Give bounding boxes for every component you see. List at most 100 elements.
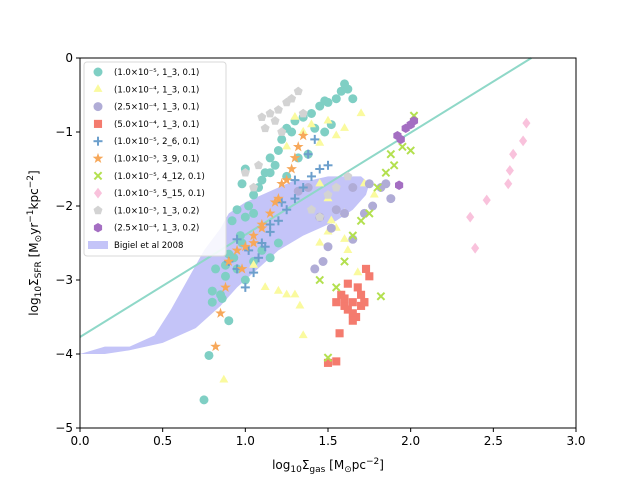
- data-point: [348, 183, 358, 192]
- data-point: [249, 260, 259, 268]
- data-point: [343, 245, 353, 253]
- data-point: [323, 353, 333, 363]
- legend-marker: [93, 102, 103, 112]
- data-point: [254, 160, 264, 170]
- x-tick-label: 2.0: [401, 434, 420, 448]
- legend-marker: [93, 67, 103, 77]
- data-point: [240, 275, 250, 285]
- data-point: [343, 279, 352, 288]
- data-point: [240, 212, 250, 222]
- data-point: [244, 201, 254, 211]
- data-point: [264, 207, 276, 218]
- data-point: [323, 160, 333, 170]
- data-point: [273, 238, 283, 248]
- data-point: [306, 204, 316, 214]
- data-point: [290, 289, 300, 298]
- data-point: [381, 168, 391, 178]
- data-point: [389, 160, 399, 170]
- data-point: [236, 263, 248, 274]
- data-point: [207, 286, 217, 296]
- data-point: [331, 205, 341, 215]
- data-point: [231, 244, 243, 255]
- legend-entries: (1.0×10⁻⁵, 1_3, 0.1) (1.0×10⁻⁴, 1_3, 0.1)…: [88, 67, 205, 251]
- data-point: [227, 216, 237, 226]
- data-point: [277, 134, 287, 144]
- y-ticks: 0 −1 −2 −3 −4 −5: [55, 51, 80, 435]
- series-5: [210, 130, 309, 352]
- data-point: [315, 164, 325, 174]
- legend: (1.0×10⁻⁵, 1_3, 0.1) (1.0×10⁻⁴, 1_3, 0.1)…: [83, 61, 227, 257]
- data-point: [505, 165, 514, 176]
- data-point: [509, 148, 518, 160]
- data-point: [256, 222, 268, 233]
- y-tick-label: −3: [55, 273, 73, 287]
- legend-marker: [93, 205, 103, 215]
- data-point: [220, 271, 230, 281]
- series-4: [224, 134, 333, 292]
- data-point: [303, 149, 313, 159]
- data-point: [260, 123, 270, 133]
- data-point: [357, 290, 366, 299]
- legend-marker: [93, 222, 103, 233]
- data-point: [273, 216, 283, 226]
- data-point: [504, 178, 513, 190]
- data-point: [257, 112, 267, 122]
- data-point: [298, 108, 308, 118]
- data-point: [224, 249, 234, 259]
- data-point: [249, 208, 259, 218]
- data-point: [273, 146, 283, 155]
- data-point: [249, 182, 259, 192]
- data-point: [315, 237, 325, 246]
- data-point: [270, 116, 280, 125]
- data-point: [249, 268, 259, 278]
- y-tick-label: −1: [55, 125, 73, 139]
- data-point: [293, 186, 303, 196]
- data-point: [519, 135, 528, 147]
- data-point: [249, 190, 259, 200]
- data-point: [348, 298, 357, 307]
- data-point: [323, 358, 333, 367]
- data-point: [257, 245, 267, 255]
- data-point: [336, 86, 346, 96]
- data-point: [287, 93, 297, 103]
- legend-label: (2.5×10⁻⁴, 1_3, 0.1): [114, 103, 199, 113]
- data-point: [282, 289, 292, 298]
- data-point: [306, 171, 316, 181]
- data-point: [340, 294, 349, 303]
- legend-marker: [93, 171, 103, 181]
- data-point: [315, 137, 325, 146]
- data-point: [211, 264, 221, 274]
- legend-label: (1.0×10⁻⁵, 4_12, 0.1): [114, 172, 205, 182]
- data-point: [290, 175, 300, 185]
- data-point: [356, 216, 366, 226]
- data-point: [277, 127, 287, 136]
- data-point: [244, 245, 254, 255]
- x-tick-label: 2.5: [484, 434, 503, 448]
- data-point: [207, 297, 217, 307]
- fit-line: [79, 57, 532, 338]
- data-point: [348, 231, 358, 240]
- legend-box: [83, 61, 227, 257]
- data-point: [369, 189, 379, 198]
- data-point: [340, 234, 350, 242]
- data-point: [269, 196, 281, 207]
- series-7: [466, 117, 531, 254]
- data-points-layer: [199, 79, 531, 405]
- data-point: [310, 264, 320, 274]
- data-point: [240, 282, 250, 292]
- data-point: [290, 194, 300, 204]
- data-point: [340, 123, 350, 131]
- data-point: [318, 257, 328, 266]
- x-tick-label: 0.5: [153, 434, 172, 448]
- data-point: [409, 116, 419, 126]
- series-6: [315, 111, 419, 363]
- data-point: [332, 298, 341, 307]
- data-point: [287, 127, 297, 137]
- x-axis-label: log10Σgas [M⊙pc−2]: [272, 457, 384, 475]
- data-point: [331, 182, 341, 192]
- data-point: [265, 253, 275, 263]
- y-tick-label: 0: [65, 51, 73, 65]
- data-point: [381, 179, 391, 189]
- legend-label: (1.0×10⁻⁵, 2_6, 0.1): [114, 137, 199, 147]
- y-tick-label: −4: [55, 347, 73, 361]
